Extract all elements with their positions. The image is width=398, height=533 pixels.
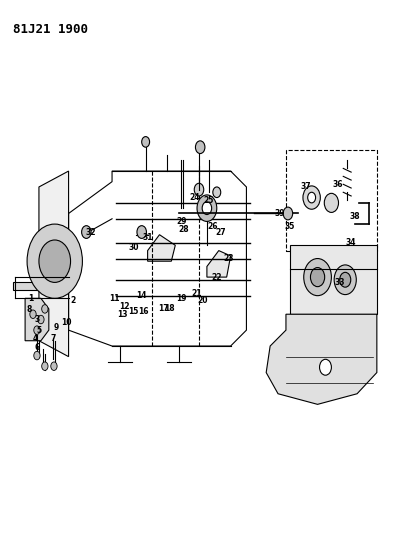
Text: 11: 11 bbox=[109, 294, 119, 303]
Text: 19: 19 bbox=[176, 294, 187, 303]
Text: 38: 38 bbox=[350, 212, 361, 221]
Circle shape bbox=[51, 362, 57, 370]
Polygon shape bbox=[207, 251, 230, 277]
Circle shape bbox=[194, 183, 204, 196]
Circle shape bbox=[42, 305, 48, 313]
Circle shape bbox=[310, 268, 325, 287]
Text: 26: 26 bbox=[208, 222, 218, 231]
Text: 2: 2 bbox=[70, 296, 75, 305]
Text: 25: 25 bbox=[204, 196, 214, 205]
Text: 36: 36 bbox=[332, 180, 343, 189]
Text: 14: 14 bbox=[137, 291, 147, 300]
Text: 22: 22 bbox=[211, 272, 222, 281]
Text: 23: 23 bbox=[223, 254, 234, 263]
Circle shape bbox=[324, 193, 339, 213]
Text: 31: 31 bbox=[142, 233, 153, 242]
Text: 37: 37 bbox=[300, 182, 311, 191]
Text: 18: 18 bbox=[164, 304, 175, 313]
Text: 33: 33 bbox=[334, 278, 345, 287]
Text: 10: 10 bbox=[61, 318, 72, 327]
Text: 5: 5 bbox=[36, 326, 41, 335]
Circle shape bbox=[304, 259, 332, 296]
Text: 3: 3 bbox=[34, 315, 39, 324]
Text: 7: 7 bbox=[50, 334, 55, 343]
Circle shape bbox=[30, 310, 36, 318]
Circle shape bbox=[213, 187, 221, 198]
Text: 30: 30 bbox=[129, 244, 139, 253]
Text: 16: 16 bbox=[139, 307, 149, 316]
Text: 12: 12 bbox=[119, 302, 129, 311]
Circle shape bbox=[142, 136, 150, 147]
Text: 81J21 1900: 81J21 1900 bbox=[13, 22, 88, 36]
Circle shape bbox=[137, 225, 146, 238]
Circle shape bbox=[27, 224, 82, 298]
Text: 15: 15 bbox=[129, 307, 139, 316]
Text: 6: 6 bbox=[34, 343, 39, 352]
Text: 8: 8 bbox=[26, 305, 32, 314]
Text: 24: 24 bbox=[190, 193, 200, 202]
Circle shape bbox=[34, 351, 40, 360]
Text: 39: 39 bbox=[275, 209, 285, 218]
Text: 1: 1 bbox=[28, 294, 34, 303]
Text: 21: 21 bbox=[192, 288, 202, 297]
Circle shape bbox=[202, 202, 212, 215]
Circle shape bbox=[303, 186, 320, 209]
Circle shape bbox=[39, 240, 70, 282]
Circle shape bbox=[82, 225, 91, 238]
Circle shape bbox=[283, 207, 293, 220]
Polygon shape bbox=[25, 298, 49, 341]
Text: 29: 29 bbox=[176, 217, 187, 226]
Text: 34: 34 bbox=[346, 238, 357, 247]
Text: 35: 35 bbox=[285, 222, 295, 231]
Polygon shape bbox=[39, 171, 68, 357]
Bar bbox=[286, 150, 377, 251]
Text: 9: 9 bbox=[54, 323, 59, 332]
Circle shape bbox=[34, 326, 40, 334]
Text: 17: 17 bbox=[158, 304, 169, 313]
Circle shape bbox=[195, 141, 205, 154]
Text: 28: 28 bbox=[178, 225, 189, 234]
Circle shape bbox=[42, 362, 48, 370]
Circle shape bbox=[320, 359, 332, 375]
Circle shape bbox=[38, 316, 44, 324]
Polygon shape bbox=[13, 282, 49, 290]
Text: 4: 4 bbox=[32, 334, 37, 343]
Circle shape bbox=[197, 195, 217, 221]
Circle shape bbox=[334, 265, 356, 295]
Polygon shape bbox=[148, 235, 175, 261]
Circle shape bbox=[340, 272, 351, 287]
Circle shape bbox=[308, 192, 316, 203]
Text: 13: 13 bbox=[117, 310, 127, 319]
Text: 20: 20 bbox=[198, 296, 208, 305]
Text: 32: 32 bbox=[85, 228, 96, 237]
Polygon shape bbox=[290, 245, 377, 314]
Text: 27: 27 bbox=[215, 228, 226, 237]
Polygon shape bbox=[266, 314, 377, 405]
